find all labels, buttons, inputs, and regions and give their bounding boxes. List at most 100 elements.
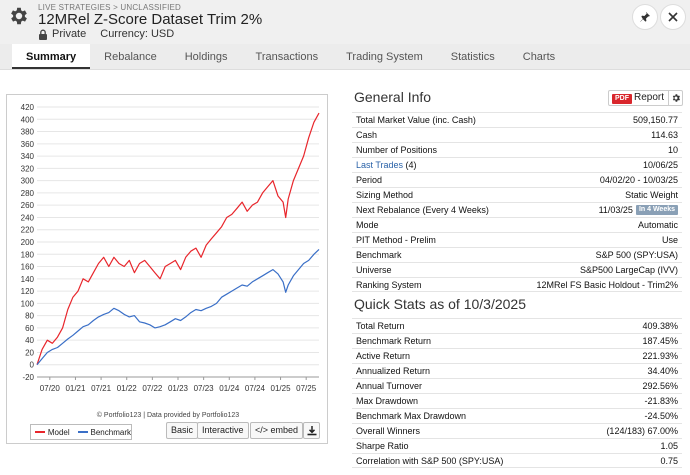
y-tick-label: 420 (21, 103, 35, 112)
strategy-meta: Private Currency: USD (38, 28, 174, 40)
tab-trading-system[interactable]: Trading System (346, 51, 423, 63)
status-badge: In 4 Weeks (635, 205, 678, 215)
row-value: S&P 500 (SPY:USA) (595, 250, 678, 260)
y-tick-label: -20 (22, 373, 34, 382)
row-label: Benchmark Return (356, 336, 432, 346)
table-row: Total Return 409.38% (352, 318, 682, 333)
row-value: S&P500 LargeCap (IVV) (579, 265, 678, 275)
y-tick-label: 400 (21, 115, 35, 124)
x-tick-label: 01/22 (117, 384, 138, 393)
row-label: Benchmark Max Drawdown (356, 411, 467, 421)
y-tick-label: 160 (21, 263, 35, 272)
row-value: 509,150.77 (632, 115, 678, 125)
currency-label: Currency: USD (100, 28, 175, 40)
row-value: 114.63 (651, 130, 678, 140)
table-row: Benchmark S&P 500 (SPY:USA) (352, 247, 682, 262)
table-row: Overall Winners (124/183) 67.00% (352, 423, 682, 438)
lock-icon (39, 29, 47, 40)
row-value: 187.45% (642, 336, 678, 346)
row-label: Annualized Return (356, 366, 431, 376)
y-tick-label: 100 (21, 299, 35, 308)
legend-benchmark-label: Benchmark (90, 427, 131, 437)
row-label: Active Return (356, 351, 411, 361)
row-label: Cash (356, 130, 378, 140)
strategy-header: LIVE STRATEGIES > UNCLASSIFIED 12MRel Z-… (0, 0, 690, 44)
last-trades-count: (4) (403, 160, 417, 170)
y-tick-label: 180 (21, 250, 35, 259)
tab-charts[interactable]: Charts (522, 51, 556, 63)
row-label: Annual Turnover (356, 381, 423, 391)
row-label: Total Market Value (inc. Cash) (356, 115, 476, 125)
embed-button[interactable]: </> embed (250, 422, 304, 439)
row-label: Correlation with S&P 500 (SPY:USA) (356, 455, 504, 466)
y-tick-label: 40 (25, 336, 34, 345)
x-tick-label: 01/25 (271, 384, 292, 393)
row-label: Overall Winners (356, 426, 421, 436)
y-tick-label: 0 (30, 361, 35, 370)
table-row: PIT Method - Prelim Use (352, 232, 682, 247)
table-row: Correlation with S&P 500 (SPY:USA) 0.75 (352, 453, 682, 468)
table-row: Benchmark Max Drawdown -24.50% (352, 408, 682, 423)
row-label: Total Return (356, 321, 405, 331)
row-value: 1.05 (660, 441, 678, 451)
x-tick-label: 01/21 (65, 384, 86, 393)
tab-rebalance[interactable]: Rebalance (104, 51, 157, 63)
table-row: Sharpe Ratio 1.05 (352, 438, 682, 453)
close-icon (668, 12, 678, 22)
pdf-badge: PDF (612, 94, 632, 104)
close-button[interactable] (660, 4, 686, 30)
download-button[interactable] (303, 422, 320, 439)
row-label: Ranking System (356, 279, 422, 290)
breadcrumb[interactable]: LIVE STRATEGIES > UNCLASSIFIED (38, 3, 181, 12)
row-value: -24.50% (644, 411, 678, 421)
report-button[interactable]: PDF Report (608, 90, 684, 106)
table-row: Last Trades (4) 10/06/25 (352, 157, 682, 172)
x-tick-label: 07/21 (91, 384, 112, 393)
y-tick-label: 360 (21, 140, 35, 149)
positions-count-link[interactable]: 10 (667, 145, 678, 155)
tab-statistics[interactable]: Statistics (450, 51, 495, 63)
chart-credit: © Portfolio123 | Data provided by Portfo… (97, 411, 239, 419)
row-value: Static Weight (625, 190, 678, 200)
download-icon (307, 425, 316, 435)
tab-summary[interactable]: Summary (12, 44, 91, 69)
gear-icon[interactable] (8, 5, 30, 27)
tab-holdings[interactable]: Holdings (184, 51, 228, 63)
report-label: Report (634, 92, 665, 103)
tab-bar: Summary Rebalance Holdings Transactions … (0, 44, 690, 70)
quick-stats-title: Quick Stats as of 10/3/2025 (354, 296, 526, 312)
legend-model-swatch (35, 431, 45, 433)
row-value: 409.38% (642, 321, 678, 331)
table-row: Annualized Return 34.40% (352, 363, 682, 378)
row-value: 292.56% (642, 381, 678, 391)
table-row: Period 04/02/20 - 10/03/25 (352, 172, 682, 187)
row-value: (124/183) 67.00% (606, 426, 678, 436)
row-value: 221.93% (642, 351, 678, 361)
row-label: Benchmark (356, 250, 402, 260)
x-tick-label: 01/23 (168, 384, 189, 393)
basic-chart-button[interactable]: Basic (166, 422, 199, 439)
row-label: Next Rebalance (Every 4 Weeks) (356, 205, 489, 215)
row-value: Automatic (637, 220, 678, 230)
y-tick-label: 80 (25, 312, 34, 321)
last-trade-date-link[interactable]: 10/06/25 (642, 160, 678, 170)
table-row: Universe S&P500 LargeCap (IVV) (352, 262, 682, 277)
interactive-chart-button[interactable]: Interactive (197, 422, 249, 439)
y-tick-label: 240 (21, 213, 35, 222)
ranking-system-link[interactable]: 12MRel FS Basic Holdout - Trim2% (536, 279, 678, 290)
row-label: Sharpe Ratio (356, 441, 409, 451)
report-settings-button[interactable] (668, 91, 682, 105)
y-tick-label: 140 (21, 275, 35, 284)
table-row: Max Drawdown -21.83% (352, 393, 682, 408)
tab-transactions[interactable]: Transactions (255, 51, 319, 63)
general-info-table: Total Market Value (inc. Cash) 509,150.77… (352, 112, 682, 292)
pin-icon (640, 12, 650, 22)
row-label: Period (356, 175, 383, 185)
table-row: Number of Positions 10 (352, 142, 682, 157)
legend-benchmark-swatch (77, 431, 88, 433)
last-trades-link[interactable]: Last Trades (356, 160, 404, 170)
number-of-positions-link[interactable]: Number of Positions (356, 145, 438, 155)
y-tick-label: 300 (21, 177, 35, 186)
pin-button[interactable] (632, 4, 658, 30)
performance-chart[interactable]: -20 0 20 40 60 80 100 120 140 160 180 200 220 240 260 2… (7, 95, 329, 445)
